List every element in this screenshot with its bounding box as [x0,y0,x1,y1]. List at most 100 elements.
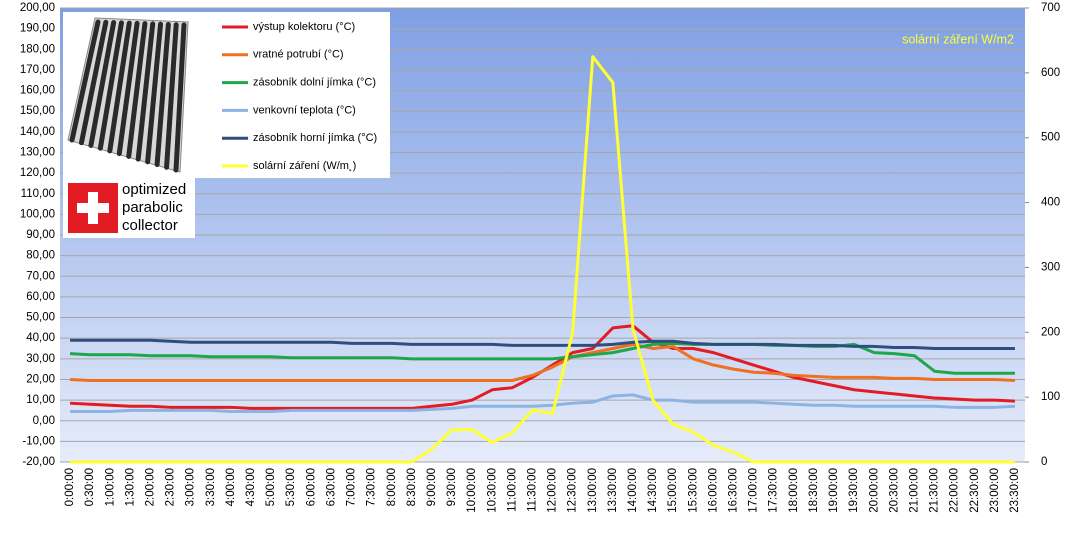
x-tick-label: 6:30:00 [325,468,337,506]
x-tick-label: 6:00:00 [305,468,317,506]
x-tick-label: 11:00:00 [506,468,518,512]
x-tick-label: 4:30:00 [245,468,257,506]
x-tick-label: 19:00:00 [828,468,840,513]
x-tick-label: 18:00:00 [788,468,800,513]
y-tick-label: 40,00 [26,332,55,344]
x-tick-label: 23:30:00 [1009,468,1021,513]
legend-label: solární záření (W/m˛) [253,160,356,172]
x-tick-label: 0:30:00 [84,468,96,506]
collector-tube [173,22,187,173]
x-tick-label: 14:30:00 [647,468,659,513]
y-tick-label: 140,00 [20,126,55,138]
y-tick-label: 60,00 [26,291,55,303]
x-tick-label: 20:00:00 [868,468,880,513]
collector-tube [126,21,148,159]
x-tick-label: 2:30:00 [165,468,177,506]
y2-tick-label: 0 [1041,456,1047,468]
x-tick-label: 23:00:00 [989,468,1001,513]
collector-tube [97,20,124,151]
y-tick-label: 90,00 [26,229,55,241]
x-tick-label: 16:00:00 [707,468,719,513]
y-tick-label: 10,00 [26,394,55,406]
x-tick-label: 22:30:00 [969,468,981,513]
x-tick-label: 8:30:00 [406,468,418,506]
collector-tube [164,22,179,170]
x-tick-label: 3:30:00 [205,468,217,506]
x-tick-label: 11:30:00 [526,468,538,512]
x-tick-label: 19:30:00 [848,468,860,513]
collector-image [67,17,189,173]
x-tick-label: 1:30:00 [124,468,136,506]
x-tick-label: 9:30:00 [446,468,458,506]
y-tick-label: -10,00 [22,435,55,447]
y2-tick-label: 600 [1041,67,1060,79]
x-tick-label: 5:00:00 [265,468,277,506]
y-tick-label: -20,00 [22,456,55,468]
x-tick-label: 5:30:00 [285,468,297,506]
y2-tick-label: 400 [1041,197,1060,209]
y-tick-label: 190,00 [20,23,55,35]
y-tick-label: 150,00 [20,105,55,117]
collector-tube [88,20,117,148]
legend-label: výstup kolektoru (°C) [253,21,355,33]
y-tick-label: 80,00 [26,250,55,262]
logo-text: collector [122,217,178,234]
series-line [70,338,1015,350]
legend-label: venkovní teplota (°C) [253,104,356,116]
x-tick-label: 10:30:00 [486,468,498,513]
x-tick-label: 0:00:00 [64,468,76,506]
legend-label: zásobník horní jímka (°C) [253,132,377,144]
y-tick-label: 170,00 [20,64,55,76]
logo-text: parabolic [122,199,183,216]
logo-cross [77,203,109,213]
y-tick-label: 130,00 [20,146,55,158]
y-tick-label: 0,00 [33,415,55,427]
x-tick-label: 7:00:00 [346,468,358,506]
y-tick-label: 50,00 [26,312,55,324]
y-tick-label: 120,00 [20,167,55,179]
collector-tube [116,20,140,157]
x-tick-label: 13:30:00 [607,468,619,513]
x-tick-label: 12:00:00 [547,468,559,513]
collector-tube [69,19,101,143]
annotation: solární záření W/m2 [902,32,1014,46]
x-tick-label: 17:30:00 [768,468,780,513]
collector-tube [78,19,109,146]
x-tick-label: 1:00:00 [104,468,116,506]
y2-tick-label: 500 [1041,132,1060,144]
y-tick-label: 20,00 [26,373,55,385]
x-tick-label: 15:30:00 [687,468,699,513]
y2-tick-label: 700 [1041,2,1060,14]
y-tick-label: 100,00 [20,208,55,220]
x-tick-label: 20:30:00 [888,468,900,513]
legend-label: zásobník dolní jímka (°C) [253,77,376,89]
collector-tube [107,20,132,154]
x-tick-label: 12:30:00 [567,468,579,513]
collector-tube [154,21,171,168]
x-tick-label: 14:00:00 [627,468,639,513]
x-tick-label: 21:30:00 [929,468,941,513]
x-tick-label: 4:00:00 [225,468,237,506]
logo-text: optimized [122,181,186,198]
x-tick-label: 10:00:00 [466,468,478,513]
x-tick-label: 16:30:00 [728,468,740,513]
x-tick-label: 21:00:00 [908,468,920,513]
x-tick-label: 3:00:00 [185,468,197,506]
y-tick-label: 30,00 [26,353,55,365]
x-tick-label: 18:30:00 [808,468,820,513]
legend: optimized parabolic collector výstup kol… [63,12,390,238]
y-tick-label: 70,00 [26,270,55,282]
series-line [70,55,1015,464]
y-tick-label: 200,00 [20,2,55,14]
x-tick-label: 9:00:00 [426,468,438,506]
x-tick-label: 7:30:00 [366,468,378,506]
x-tick-label: 17:00:00 [748,468,760,513]
y-tick-label: 180,00 [20,43,55,55]
x-tick-label: 2:00:00 [145,468,157,506]
y2-tick-label: 300 [1041,261,1060,273]
collector-tube [135,21,156,162]
x-tick-label: 15:00:00 [667,468,679,513]
y-tick-label: 160,00 [20,85,55,97]
y2-tick-label: 100 [1041,391,1060,403]
collector-tube [145,21,164,165]
